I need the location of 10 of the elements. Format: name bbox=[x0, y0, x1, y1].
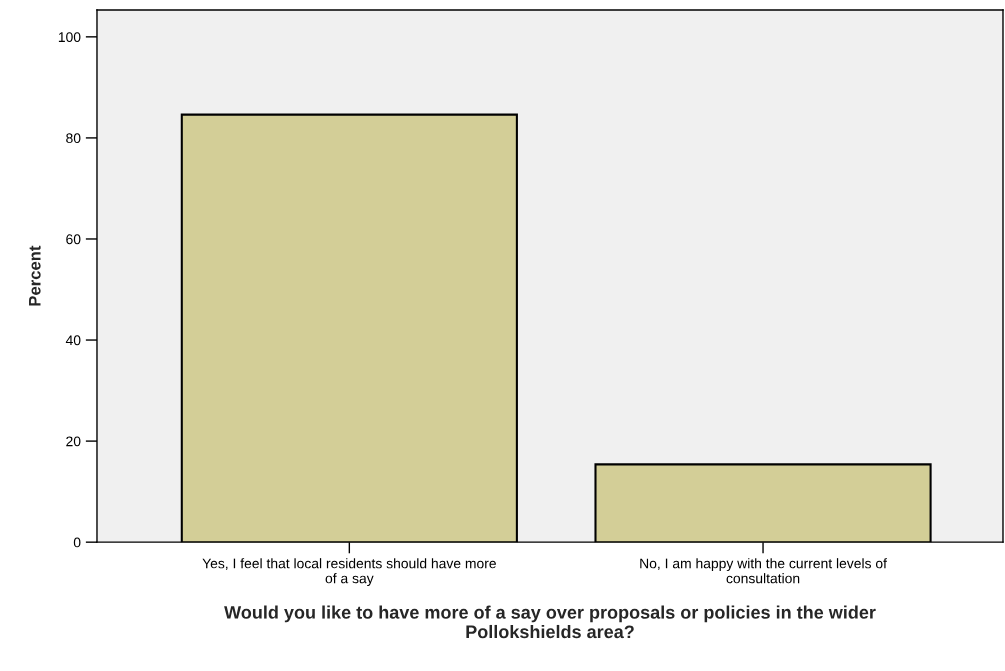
x-axis-title: Would you like to have more of a say over proposals or policies in the wider Pollokshields area? bbox=[224, 605, 876, 639]
y-tick-label: 40 bbox=[65, 335, 81, 346]
y-tick-label: 60 bbox=[66, 234, 81, 245]
y-tick-label: 20 bbox=[66, 436, 81, 447]
y-tick-label: 0 bbox=[73, 537, 81, 548]
y-tick-label: 80 bbox=[66, 133, 81, 144]
y-axis-title: Percent bbox=[29, 245, 41, 306]
y-tick-label: 100 bbox=[58, 32, 81, 43]
x-tick-label: Yes, I feel that local residents should have more of a say bbox=[202, 558, 496, 587]
x-tick-label: No, I am happy with the current levels of consultation bbox=[640, 558, 887, 584]
